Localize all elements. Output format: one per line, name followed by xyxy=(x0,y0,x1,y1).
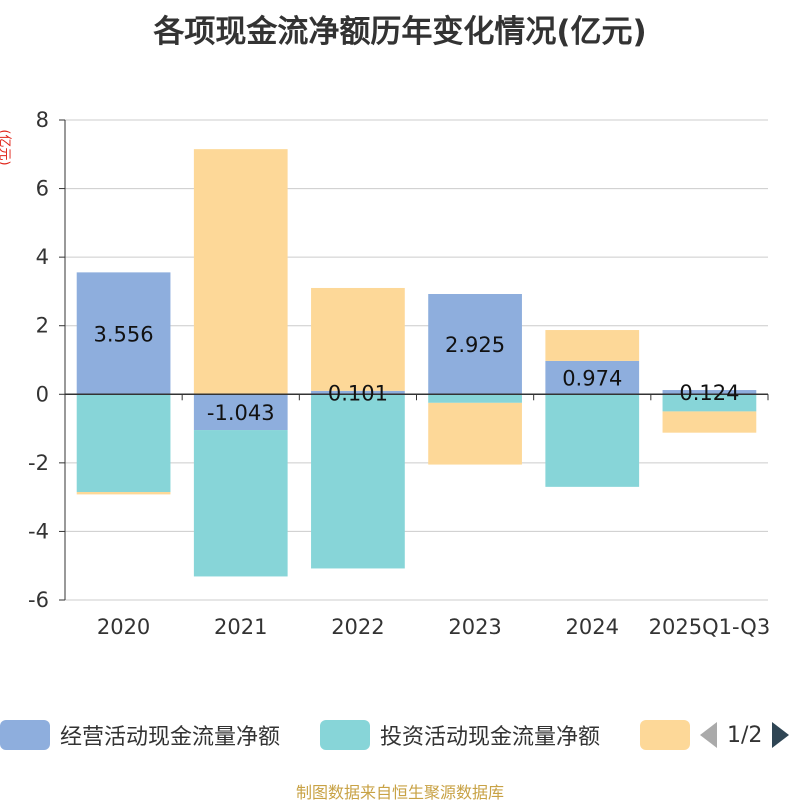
y-tick-label: -4 xyxy=(28,519,49,543)
y-tick-label: -2 xyxy=(28,451,49,475)
legend-label-operating: 经营活动现金流量净额 xyxy=(60,725,281,750)
legend-item-operating[interactable]: 经营活动现金流量净额 xyxy=(0,716,280,754)
legend-page-indicator: 1/2 xyxy=(727,722,763,748)
bar-series0-2023 xyxy=(428,294,522,395)
bar-series1-2023 xyxy=(428,394,522,403)
legend: 经营活动现金流量净额 投资活动现金流量净额 1/2 xyxy=(0,716,800,754)
y-tick-label: 8 xyxy=(36,108,49,132)
data-label: 0.101 xyxy=(328,382,388,406)
y-tick-label: 4 xyxy=(36,245,49,269)
bar-chart: -6 -4 -2 0 2 4 6 8 3.556 -1.043 0.101 2.925 0.974 0.1… xyxy=(28,108,771,639)
x-tick-label: 2021 xyxy=(214,615,267,639)
y-tick-label: 2 xyxy=(36,314,49,338)
bar-series2-2025Q1-Q3 xyxy=(662,411,757,433)
y-tick-label: 6 xyxy=(36,177,49,201)
bar-series2-2021 xyxy=(193,149,288,395)
legend-item-financing[interactable] xyxy=(640,716,690,754)
bar-series2-2023 xyxy=(428,402,522,465)
x-tick-label: 2022 xyxy=(331,615,384,639)
x-tick-label: 2020 xyxy=(97,615,150,639)
data-label: 2.925 xyxy=(445,333,505,357)
bar-series2-2022 xyxy=(311,287,405,391)
x-tick-label: 2023 xyxy=(448,615,501,639)
data-label: 3.556 xyxy=(94,322,154,346)
legend-pager: 1/2 xyxy=(700,716,790,754)
legend-label-investing: 投资活动现金流量净额 xyxy=(380,725,601,750)
legend-prev-page-icon[interactable] xyxy=(700,722,717,748)
y-tick-label: 0 xyxy=(36,382,49,406)
legend-next-page-icon[interactable] xyxy=(772,722,790,748)
data-label: 0.124 xyxy=(679,381,739,405)
legend-swatch-operating xyxy=(0,720,50,750)
x-tick-label: 2024 xyxy=(566,615,619,639)
bar-series0-2020 xyxy=(76,272,171,395)
legend-item-investing[interactable]: 投资活动现金流量净额 xyxy=(320,716,600,754)
bar-series0-2021 xyxy=(193,394,288,431)
bar-series1-2025Q1-Q3 xyxy=(662,394,757,412)
data-label: 0.974 xyxy=(562,367,622,391)
bar-series0-2024 xyxy=(545,360,640,395)
legend-swatch-investing xyxy=(320,720,370,750)
x-tick-label: 2025Q1-Q3 xyxy=(649,615,771,639)
y-tick-label: -6 xyxy=(28,588,49,612)
bar-series1-2022 xyxy=(311,394,405,569)
data-source-note: 制图数据来自恒生聚源数据库 xyxy=(295,783,504,802)
bar-series2-2020 xyxy=(76,492,171,495)
bar-series1-2021 xyxy=(193,430,288,577)
legend-swatch-financing xyxy=(640,720,690,750)
chart-title: 各项现金流净额历年变化情况(亿元) xyxy=(153,14,647,50)
bar-series1-2020 xyxy=(76,394,171,492)
bar-series1-2024 xyxy=(545,394,640,487)
bar-series0-2025Q1-Q3 xyxy=(662,390,757,395)
bar-series0-2022 xyxy=(311,390,405,395)
data-label: -1.043 xyxy=(207,401,275,425)
bar-series2-2024 xyxy=(545,330,640,361)
